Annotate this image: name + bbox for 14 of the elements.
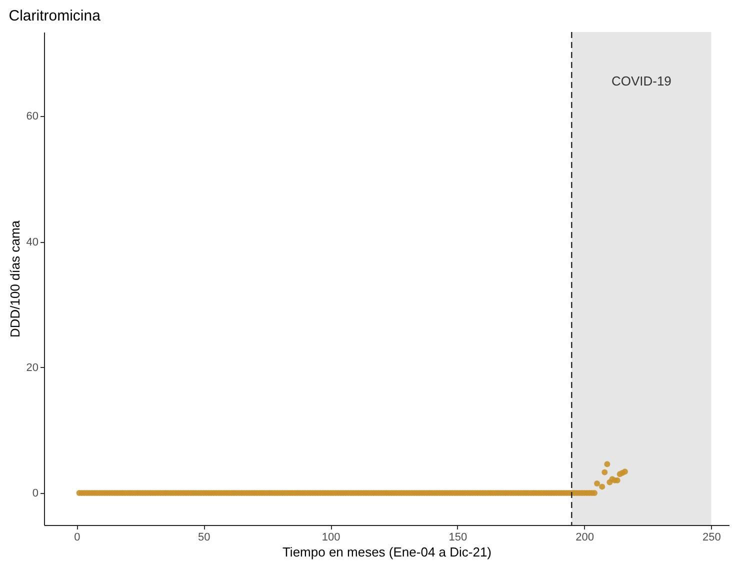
x-axis-title: Tiempo en meses (Ene-04 a Dic-21): [282, 544, 492, 560]
x-tick-label: 250: [702, 532, 721, 544]
x-tick-label: 0: [74, 532, 80, 544]
band-label: COVID-19: [611, 73, 672, 88]
x-tick-label: 150: [448, 532, 468, 544]
x-tick-label: 100: [322, 532, 340, 544]
x-tick-label: 200: [576, 532, 594, 544]
x-tick-label: 50: [198, 532, 210, 544]
y-tick-label: 0: [32, 487, 38, 500]
chart-title: Claritromicina: [8, 7, 102, 24]
y-tick-label: 60: [26, 110, 38, 123]
y-tick-label: 40: [26, 236, 38, 248]
y-tick-label: 20: [26, 362, 38, 374]
y-axis-title: DDD/100 días cama: [7, 220, 22, 338]
